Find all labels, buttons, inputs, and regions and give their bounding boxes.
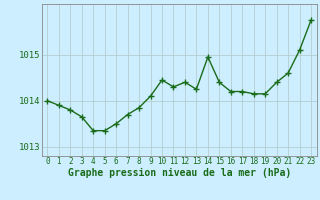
X-axis label: Graphe pression niveau de la mer (hPa): Graphe pression niveau de la mer (hPa) (68, 168, 291, 178)
